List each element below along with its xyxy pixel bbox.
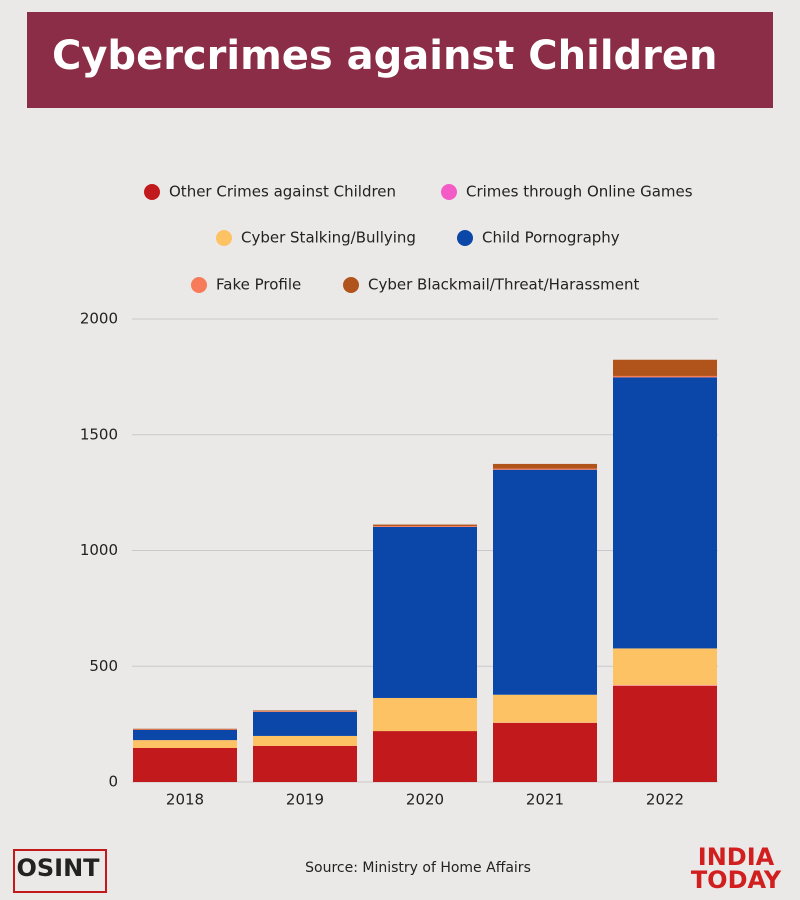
bar-segment bbox=[373, 526, 477, 698]
legend-swatch bbox=[457, 230, 473, 246]
bar-segment bbox=[493, 694, 597, 723]
bar-segment bbox=[613, 375, 717, 378]
legend-label: Other Crimes against Children bbox=[169, 183, 396, 201]
y-tick-label: 1000 bbox=[80, 541, 118, 559]
logo-india: INDIA bbox=[698, 843, 775, 871]
bar-segment bbox=[493, 463, 597, 469]
x-tick-label: 2022 bbox=[646, 791, 684, 809]
legend-swatch bbox=[144, 184, 160, 200]
legend-label: Fake Profile bbox=[216, 276, 301, 294]
y-tick-label: 500 bbox=[89, 657, 118, 675]
logo-frame bbox=[13, 849, 107, 893]
bar-segment bbox=[253, 711, 357, 712]
x-tick-label: 2019 bbox=[286, 791, 324, 809]
bar-segment bbox=[373, 731, 477, 782]
legend-swatch bbox=[441, 184, 457, 200]
legend-swatch bbox=[216, 230, 232, 246]
y-tick-label: 1500 bbox=[80, 425, 118, 443]
logo-osint: OSINT bbox=[16, 854, 100, 882]
bar-segment bbox=[493, 468, 597, 470]
legend-label: Cyber Stalking/Bullying bbox=[241, 229, 416, 247]
chart-title: Cybercrimes against Children bbox=[52, 33, 718, 79]
bar-segment bbox=[373, 524, 477, 526]
bar-segment bbox=[253, 745, 357, 782]
bar-segment bbox=[133, 728, 237, 730]
y-tick-label: 0 bbox=[108, 773, 118, 791]
bar-segment bbox=[613, 648, 717, 686]
x-tick-label: 2021 bbox=[526, 791, 564, 809]
bar-segment bbox=[613, 359, 717, 376]
bar-segment bbox=[613, 685, 717, 782]
bar-segment bbox=[373, 525, 477, 527]
bar-segment bbox=[133, 747, 237, 782]
x-tick-label: 2020 bbox=[406, 791, 444, 809]
bar-segment bbox=[133, 740, 237, 748]
bar-segment bbox=[253, 735, 357, 746]
bar-segment bbox=[613, 377, 717, 649]
legend-label: Child Pornography bbox=[482, 229, 620, 247]
y-tick-label: 2000 bbox=[80, 310, 118, 328]
x-tick-label: 2018 bbox=[166, 791, 204, 809]
legend-swatch bbox=[191, 277, 207, 293]
legend-label: Crimes through Online Games bbox=[466, 183, 693, 201]
source: Source: Ministry of Home Affairs bbox=[305, 860, 531, 876]
title-banner bbox=[27, 12, 773, 108]
legend-swatch bbox=[343, 277, 359, 293]
bar-segment bbox=[133, 729, 237, 741]
logo-today: TODAY bbox=[691, 866, 782, 894]
legend-label: Cyber Blackmail/Threat/Harassment bbox=[368, 276, 639, 294]
bar-segment bbox=[253, 711, 357, 736]
bar-segment bbox=[493, 469, 597, 695]
bar-segment bbox=[253, 710, 357, 712]
bar-segment bbox=[373, 697, 477, 732]
bar-segment bbox=[493, 722, 597, 782]
